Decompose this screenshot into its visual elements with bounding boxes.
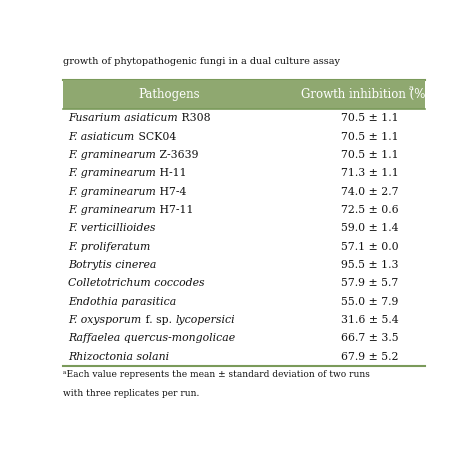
- Text: F. asiaticum: F. asiaticum: [68, 132, 135, 142]
- Text: Rhizoctonia solani: Rhizoctonia solani: [68, 352, 170, 362]
- Text: 67.9 ± 5.2: 67.9 ± 5.2: [341, 352, 399, 362]
- Text: f. sp.: f. sp.: [142, 315, 175, 325]
- Text: 57.9 ± 5.7: 57.9 ± 5.7: [341, 278, 398, 289]
- Text: F. graminearum: F. graminearum: [68, 187, 156, 197]
- Text: F. graminearum: F. graminearum: [68, 150, 156, 160]
- Text: H7-4: H7-4: [156, 187, 187, 197]
- Text: Fusarium asiaticum: Fusarium asiaticum: [68, 114, 178, 124]
- Text: 72.5 ± 0.6: 72.5 ± 0.6: [341, 205, 399, 215]
- Text: Z-3639: Z-3639: [156, 150, 199, 160]
- Text: 31.6 ± 5.4: 31.6 ± 5.4: [341, 315, 399, 325]
- Text: H-11: H-11: [156, 169, 187, 179]
- Text: lycopersici: lycopersici: [175, 315, 235, 325]
- Text: R308: R308: [178, 114, 211, 124]
- Text: Pathogens: Pathogens: [138, 88, 201, 101]
- Text: SCK04: SCK04: [135, 132, 176, 142]
- Text: growth of phytopathogenic fungi in a dual culture assay: growth of phytopathogenic fungi in a dua…: [63, 57, 340, 66]
- Text: F. graminearum: F. graminearum: [68, 205, 156, 215]
- Text: 70.5 ± 1.1: 70.5 ± 1.1: [341, 150, 399, 160]
- Bar: [63, 80, 425, 109]
- Text: 55.0 ± 7.9: 55.0 ± 7.9: [341, 297, 398, 307]
- Text: 95.5 ± 1.3: 95.5 ± 1.3: [341, 260, 399, 270]
- Text: 66.7 ± 3.5: 66.7 ± 3.5: [341, 333, 399, 344]
- Text: 59.0 ± 1.4: 59.0 ± 1.4: [341, 224, 399, 234]
- Text: Growth inhibition (%): Growth inhibition (%): [301, 88, 430, 101]
- Text: 71.3 ± 1.1: 71.3 ± 1.1: [341, 169, 399, 179]
- Text: 74.0 ± 2.7: 74.0 ± 2.7: [341, 187, 399, 197]
- Text: 70.5 ± 1.1: 70.5 ± 1.1: [341, 132, 399, 142]
- Text: with three replicates per run.: with three replicates per run.: [63, 388, 199, 398]
- Text: Raffaelea quercus-mongolicae: Raffaelea quercus-mongolicae: [68, 333, 236, 344]
- Text: ᵃEach value represents the mean ± standard deviation of two runs: ᵃEach value represents the mean ± standa…: [63, 370, 370, 379]
- Text: F. graminearum: F. graminearum: [68, 169, 156, 179]
- Text: 57.1 ± 0.0: 57.1 ± 0.0: [341, 242, 399, 252]
- Text: a: a: [408, 84, 413, 92]
- Text: Colletotrichum coccodes: Colletotrichum coccodes: [68, 278, 205, 289]
- Text: 70.5 ± 1.1: 70.5 ± 1.1: [341, 114, 399, 124]
- Text: Endothia parasitica: Endothia parasitica: [68, 297, 177, 307]
- Text: Botrytis cinerea: Botrytis cinerea: [68, 260, 157, 270]
- Text: F. proliferatum: F. proliferatum: [68, 242, 151, 252]
- Text: F. oxysporum: F. oxysporum: [68, 315, 142, 325]
- Text: F. verticillioides: F. verticillioides: [68, 224, 156, 234]
- Text: H7-11: H7-11: [156, 205, 194, 215]
